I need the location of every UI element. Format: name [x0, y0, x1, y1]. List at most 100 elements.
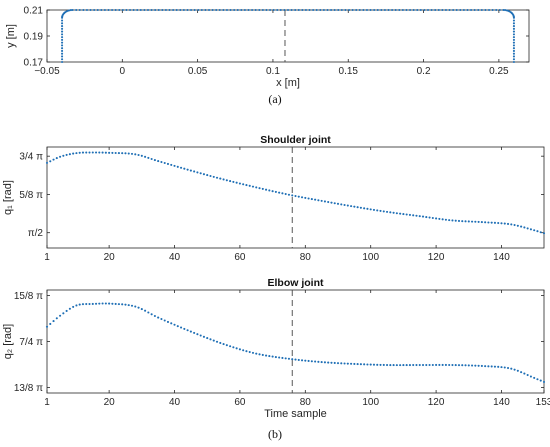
- joint-trajectory-point: [176, 325, 179, 328]
- path-point: [93, 8, 96, 12]
- joint-trajectory-point: [523, 372, 526, 375]
- path-point: [512, 60, 515, 64]
- joint-trajectory-point: [382, 210, 385, 213]
- joint-trajectory-point: [137, 306, 140, 309]
- joint-trajectory-point: [85, 151, 88, 154]
- joint-trajectory-point: [435, 217, 438, 220]
- joint-trajectory-point: [255, 186, 258, 189]
- path-point: [197, 8, 200, 12]
- joint-trajectory-point: [104, 302, 107, 305]
- joint-trajectory-point: [85, 303, 88, 306]
- joint-trajectory-point: [238, 182, 241, 185]
- joint-trajectory-point: [359, 206, 362, 209]
- path-point: [512, 55, 515, 58]
- path-point: [233, 8, 236, 12]
- path-point: [121, 8, 124, 12]
- joint-trajectory-point: [242, 183, 245, 186]
- x-tick-label: 140: [493, 252, 510, 263]
- joint-trajectory-point: [144, 155, 147, 158]
- joint-trajectory-point: [506, 222, 510, 226]
- joint-trajectory-point: [343, 362, 346, 365]
- path-point: [351, 8, 354, 12]
- joint-trajectory-point: [487, 365, 490, 368]
- joint-trajectory-point: [350, 205, 353, 208]
- joint-trajectory-point: [307, 197, 310, 200]
- path-point: [330, 8, 333, 12]
- joint-trajectory-point: [497, 365, 500, 368]
- joint-trajectory-point: [170, 322, 173, 325]
- path-point: [340, 8, 343, 12]
- path-point: [441, 8, 444, 12]
- joint-trajectory-point: [111, 151, 114, 154]
- joint-trajectory-point: [124, 152, 127, 155]
- path-point: [455, 8, 458, 12]
- path-point: [172, 8, 175, 12]
- joint-trajectory-point: [353, 205, 356, 208]
- y-tick-label: 5/8 π: [19, 190, 43, 201]
- joint-trajectory-point: [65, 153, 68, 156]
- path-point: [125, 8, 128, 12]
- path-point: [308, 8, 311, 12]
- x-tick-label: 40: [169, 397, 181, 408]
- joint-trajectory-point: [533, 376, 536, 379]
- joint-trajectory-point: [245, 184, 248, 187]
- joint-trajectory-point: [281, 356, 284, 360]
- caption-b: (b): [268, 427, 282, 441]
- path-point: [128, 8, 132, 12]
- joint-trajectory-point: [444, 363, 447, 367]
- joint-trajectory-point: [49, 322, 52, 326]
- x-tick-label: −0.05: [34, 66, 60, 77]
- joint-trajectory-point: [75, 152, 78, 155]
- joint-trajectory-point: [52, 320, 55, 323]
- joint-trajectory-point: [503, 222, 506, 225]
- path-point: [452, 8, 455, 12]
- path-point: [139, 8, 142, 12]
- joint-trajectory-point: [346, 362, 349, 365]
- joint-trajectory-point: [153, 314, 156, 318]
- path-point: [398, 8, 401, 12]
- path-point: [143, 8, 146, 12]
- path-point: [512, 52, 515, 55]
- joint-trajectory-point: [297, 195, 300, 198]
- path-point: [290, 8, 293, 12]
- path-point: [512, 27, 515, 30]
- joint-trajectory-point: [245, 350, 248, 353]
- joint-trajectory-point: [258, 187, 261, 190]
- path-point: [243, 8, 246, 12]
- path-point: [161, 8, 164, 12]
- joint-trajectory-point: [186, 168, 189, 171]
- joint-trajectory-point: [408, 364, 411, 367]
- path-point: [78, 8, 81, 12]
- plot-frame: [46, 146, 545, 249]
- joint-trajectory-point: [166, 162, 170, 165]
- path-point: [512, 30, 515, 33]
- path-point: [401, 8, 404, 12]
- path-point: [100, 8, 103, 12]
- joint-trajectory-point: [274, 190, 277, 193]
- joint-trajectory-point: [471, 364, 474, 367]
- joint-trajectory-point: [225, 344, 228, 347]
- joint-trajectory-point: [317, 199, 320, 202]
- joint-trajectory-point: [258, 353, 261, 356]
- joint-trajectory-point: [461, 220, 464, 223]
- path-point: [269, 8, 272, 12]
- path-point: [265, 8, 268, 12]
- joint-trajectory-point: [278, 356, 281, 359]
- joint-trajectory-point: [206, 337, 209, 340]
- path-point: [495, 8, 498, 12]
- x-axis-label: Time sample: [264, 408, 327, 420]
- joint-trajectory-point: [320, 199, 323, 202]
- joint-trajectory-point: [389, 364, 392, 367]
- joint-trajectory-point: [490, 221, 493, 224]
- joint-trajectory-point: [300, 359, 304, 362]
- joint-trajectory-point: [363, 207, 366, 210]
- joint-trajectory-point: [173, 323, 176, 326]
- joint-trajectory-point: [212, 175, 215, 178]
- joint-trajectory-point: [235, 347, 238, 350]
- path-point: [333, 8, 336, 12]
- joint-trajectory-point: [199, 172, 202, 175]
- x-tick-label: 0.05: [188, 66, 208, 77]
- path-point: [409, 8, 412, 12]
- path-point: [61, 33, 64, 36]
